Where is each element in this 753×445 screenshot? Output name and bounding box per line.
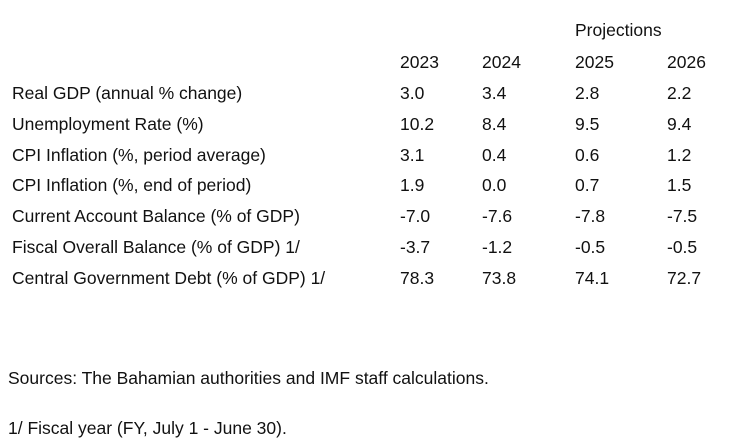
cell-value: 74.1 — [575, 267, 610, 288]
cell-value: 9.4 — [667, 113, 692, 134]
cell-value: 1.9 — [400, 175, 425, 196]
table-row: Real GDP (annual % change) 3.0 3.4 2.8 2.2 — [0, 78, 753, 109]
projections-header: Projections — [575, 20, 662, 40]
cell-value: 3.0 — [400, 83, 425, 103]
row-label: CPI Inflation (%, period average) — [12, 144, 266, 165]
cell-value: 2.8 — [575, 83, 600, 103]
cell-value: 3.1 — [400, 144, 425, 165]
year-header: 2026 — [667, 52, 706, 72]
cell-value: -7.5 — [667, 206, 698, 227]
cell-value: 72.7 — [667, 267, 702, 288]
cell-value: -7.6 — [482, 206, 513, 227]
cell-value: 0.7 — [575, 175, 600, 196]
table-row: CPI Inflation (%, period average) 3.1 0.4 0… — [0, 140, 753, 171]
table-row: CPI Inflation (%, end of period) 1.9 0.0 0.… — [0, 170, 753, 201]
cell-value: 8.4 — [482, 113, 507, 134]
footnote: 1/ Fiscal year (FY, July 1 - June 30). — [8, 418, 287, 438]
cell-value: -3.7 — [400, 237, 431, 257]
cell-value: 3.4 — [482, 83, 507, 103]
row-label: CPI Inflation (%, end of period) — [12, 175, 252, 196]
row-label: Real GDP (annual % change) — [12, 83, 243, 103]
cell-value: 0.6 — [575, 144, 600, 165]
cell-value: 0.4 — [482, 144, 507, 165]
cell-value: 73.8 — [482, 267, 517, 288]
sources-note: Sources: The Bahamian authorities and IM… — [8, 368, 489, 388]
year-header: 2024 — [482, 52, 521, 72]
cell-value: 1.2 — [667, 144, 692, 165]
table-row: Central Government Debt (% of GDP) 1/78.… — [0, 263, 753, 294]
cell-value: 10.2 — [400, 113, 435, 134]
cell-value: -7.8 — [575, 206, 606, 227]
cell-value: 9.5 — [575, 113, 600, 134]
cell-value: -0.5 — [667, 237, 698, 257]
table-row: Fiscal Overall Balance (% of GDP) 1/ -3.7… — [0, 232, 753, 263]
row-label: Fiscal Overall Balance (% of GDP) 1/ — [12, 237, 300, 257]
cell-value: -0.5 — [575, 237, 606, 257]
cell-value: 0.0 — [482, 175, 507, 196]
cell-value: 2.2 — [667, 83, 692, 103]
cell-value: -1.2 — [482, 237, 513, 257]
table-row: Current Account Balance (% of GDP) -7.0 -7… — [0, 201, 753, 232]
year-header-row: 2023 2024 2025 2026 — [0, 47, 753, 78]
table-row: Unemployment Rate (%) 10.2 8.4 9.5 9.4 — [0, 109, 753, 140]
row-label: Unemployment Rate (%) — [12, 113, 204, 134]
row-label: Current Account Balance (% of GDP) — [12, 206, 300, 227]
cell-value: 1.5 — [667, 175, 692, 196]
cell-value: -7.0 — [400, 206, 431, 227]
year-header: 2025 — [575, 52, 614, 72]
row-label: Central Government Debt (% of GDP) 1/ — [12, 267, 326, 288]
year-header: 2023 — [400, 52, 439, 72]
cell-value: 78.3 — [400, 267, 435, 288]
